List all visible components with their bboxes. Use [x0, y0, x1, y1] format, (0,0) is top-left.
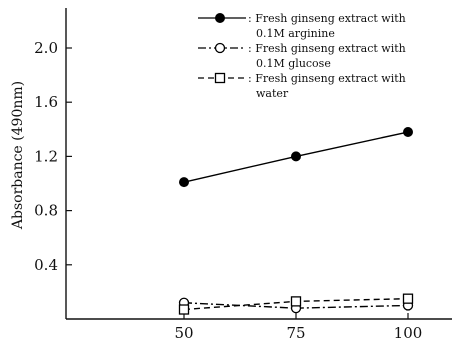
data-point [290, 296, 302, 307]
data-point [402, 293, 414, 304]
legend-label: : Fresh ginseng extract with [248, 12, 406, 25]
legend-marker [214, 72, 226, 84]
series-1 [179, 127, 413, 188]
data-point [178, 304, 190, 315]
legend-label: water [256, 87, 289, 100]
x-tick-label: 100 [394, 324, 423, 342]
data-point [291, 151, 301, 162]
legend-entry-1: : Fresh ginseng extract with 0.1M arginin… [198, 12, 406, 40]
legend-marker [214, 42, 226, 54]
legend-label: 0.1M glucose [256, 57, 331, 70]
data-point [403, 127, 413, 138]
y-tick-label: 1.6 [34, 93, 58, 111]
x-tick-label: 50 [174, 324, 193, 342]
legend-label: : Fresh ginseng extract with [248, 42, 406, 55]
axes [65, 8, 452, 320]
legend-marker [215, 13, 225, 23]
series-layer [178, 127, 414, 315]
y-tick-label: 0.4 [34, 256, 58, 274]
y-tick-label: 1.2 [34, 147, 58, 165]
series-3 [178, 293, 414, 315]
legend: : Fresh ginseng extract with 0.1M arginin… [198, 12, 406, 100]
legend-entry-2: : Fresh ginseng extract with 0.1M glucose [198, 42, 406, 70]
x-axis-ticks: 50 75 100 [174, 313, 422, 342]
y-tick-label: 2.0 [34, 39, 58, 57]
legend-entry-3: : Fresh ginseng extract with water [198, 72, 406, 100]
y-axis-label: Absorbance (490nm) [10, 81, 26, 230]
data-point [179, 177, 189, 188]
legend-label: 0.1M arginine [256, 27, 335, 40]
legend-label: : Fresh ginseng extract with [248, 72, 406, 85]
y-axis-ticks: 0.4 0.8 1.2 1.6 2.0 [34, 39, 72, 274]
x-tick-label: 75 [286, 324, 305, 342]
y-tick-label: 0.8 [34, 202, 58, 220]
